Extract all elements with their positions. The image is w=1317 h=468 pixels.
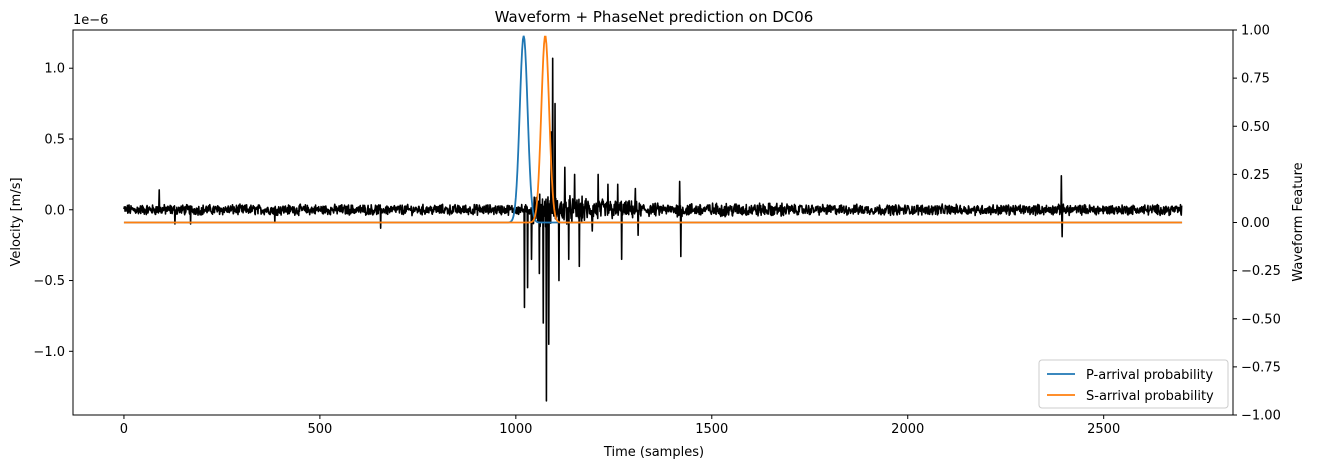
y-axis-right: −1.00 −0.75 −0.50 −0.25 0.00 0.25 0.50 0.75 1.00 [1233, 24, 1281, 424]
y-left-tick-label: −1.0 [33, 345, 65, 360]
plot-area [123, 35, 1183, 402]
y-left-tick-label: 1.0 [44, 62, 65, 77]
waveform-layer [123, 57, 1183, 402]
probability-layer [123, 35, 1183, 224]
x-tick-label: 2500 [1087, 422, 1120, 437]
legend: P-arrival probability S-arrival probabil… [1038, 359, 1229, 409]
y-axis-left: −1.0 −0.5 0.0 0.5 1.0 [33, 62, 73, 360]
x-tick-label: 1000 [499, 422, 532, 437]
y-left-tick-label: 0.0 [44, 203, 65, 218]
legend-box [1038, 359, 1229, 409]
x-tick-label: 0 [120, 422, 128, 437]
y-right-tick-label: −1.00 [1241, 409, 1281, 424]
y-left-tick-label: −0.5 [33, 274, 65, 289]
y-right-tick-label: 0.50 [1241, 120, 1270, 135]
x-axis-label: Time (samples) [603, 445, 704, 460]
s-arrival-line [123, 35, 1183, 224]
chart-title: Waveform + PhaseNet prediction on DC06 [495, 8, 814, 26]
y-axis-left-label: Velocity [m/s] [9, 177, 24, 266]
x-tick-label: 2000 [891, 422, 924, 437]
y-right-tick-label: 1.00 [1241, 24, 1270, 39]
y-right-tick-label: 0.00 [1241, 216, 1270, 231]
x-axis: 0 500 1000 1500 2000 2500 [120, 415, 1120, 437]
x-tick-label: 1500 [695, 422, 728, 437]
waveform-line [123, 57, 1183, 402]
legend-label-p-arrival: P-arrival probability [1086, 368, 1213, 383]
y-offset-text: 1e−6 [73, 13, 108, 28]
y-right-tick-label: −0.25 [1241, 264, 1281, 279]
y-right-tick-label: −0.75 [1241, 360, 1281, 375]
y-right-tick-label: 0.25 [1241, 168, 1270, 183]
y-right-tick-label: 0.75 [1241, 72, 1270, 87]
x-tick-label: 500 [307, 422, 332, 437]
y-axis-right-label: Waveform Feature [1291, 162, 1306, 281]
y-right-tick-label: −0.50 [1241, 312, 1281, 327]
y-left-tick-label: 0.5 [44, 132, 65, 147]
legend-label-s-arrival: S-arrival probability [1086, 389, 1214, 404]
